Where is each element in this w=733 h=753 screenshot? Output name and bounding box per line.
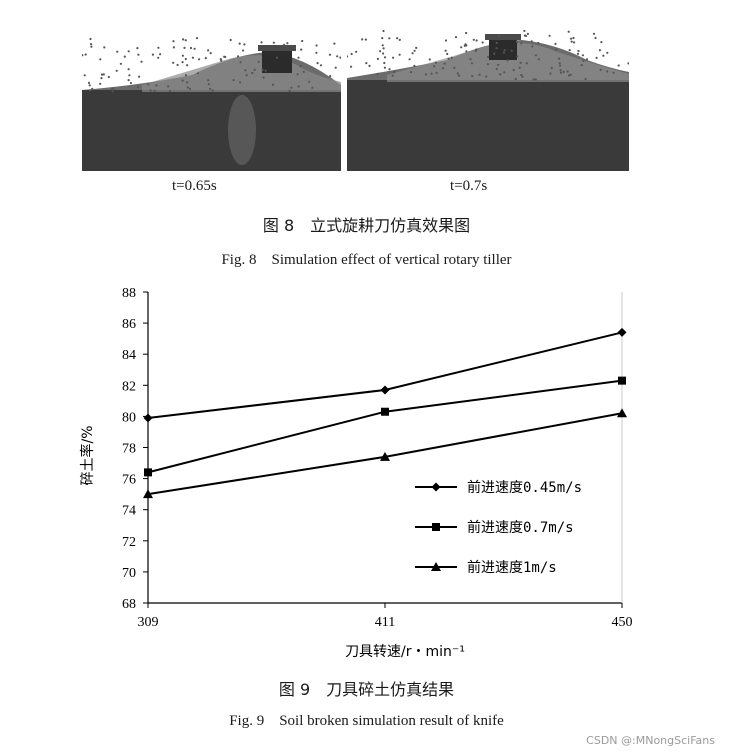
y-tick-label: 72 bbox=[122, 535, 136, 550]
soil-broken-rate-chart: 68 70 72 74 76 78 80 82 84 86 88 309 411 450 刀具转速/r・mi… bbox=[79, 286, 633, 660]
y-axis-label: 碎土率/% bbox=[79, 425, 96, 485]
legend-label-2: 前进速度0.7m/s bbox=[467, 519, 574, 536]
data-point-series-2 bbox=[381, 407, 389, 416]
y-tick-label: 80 bbox=[122, 410, 136, 425]
soil-simulation-image-right bbox=[347, 30, 629, 171]
x-tick-label: 309 bbox=[138, 615, 159, 630]
data-point-series-3 bbox=[143, 489, 153, 499]
x-tick-label: 450 bbox=[612, 615, 633, 630]
simulation-panel-left bbox=[82, 30, 341, 171]
data-point-series-2 bbox=[618, 376, 626, 385]
data-point-series-3 bbox=[617, 408, 627, 418]
y-tick-label: 82 bbox=[122, 379, 136, 394]
y-tick-label: 74 bbox=[122, 504, 136, 519]
y-tick-label: 76 bbox=[122, 473, 136, 488]
legend-marker-2 bbox=[432, 523, 440, 531]
y-tick-label: 78 bbox=[122, 442, 136, 457]
data-point-series-3 bbox=[380, 451, 390, 461]
time-label-right: t=0.7s bbox=[450, 178, 488, 194]
figure9-caption-cn: 图 9 刀具碎土仿真结果 bbox=[278, 680, 455, 699]
y-tick-label: 68 bbox=[122, 597, 136, 612]
time-label-left: t=0.65s bbox=[172, 178, 217, 194]
soil-simulation-image-left bbox=[82, 37, 341, 171]
data-point-series-1 bbox=[617, 327, 627, 337]
legend-label-3: 前进速度1m/s bbox=[467, 559, 557, 576]
simulation-panel-right bbox=[347, 30, 629, 171]
figure8-caption-cn: 图 8 立式旋耕刀仿真效果图 bbox=[262, 216, 471, 235]
legend-label-1: 前进速度0.45m/s bbox=[467, 479, 582, 496]
legend-marker-3 bbox=[431, 562, 441, 571]
x-tick-label: 411 bbox=[375, 615, 395, 630]
y-tick-label: 86 bbox=[122, 317, 136, 332]
y-tick-label: 84 bbox=[122, 348, 136, 363]
legend-marker-1 bbox=[431, 482, 441, 492]
watermark: CSDN @:MNongSciFans bbox=[586, 734, 715, 747]
x-axis-label: 刀具转速/r・min⁻¹ bbox=[345, 644, 465, 660]
figure9-caption-en: Fig. 9 Soil broken simulation result of … bbox=[229, 713, 504, 729]
y-tick-label: 70 bbox=[122, 566, 136, 581]
data-point-series-2 bbox=[144, 468, 152, 477]
y-tick-label: 88 bbox=[122, 286, 136, 301]
data-point-series-1 bbox=[143, 413, 153, 423]
figure8-caption-en: Fig. 8 Simulation effect of vertical rot… bbox=[221, 252, 512, 268]
series-line-1 bbox=[147, 331, 623, 419]
data-point-series-1 bbox=[380, 385, 390, 395]
